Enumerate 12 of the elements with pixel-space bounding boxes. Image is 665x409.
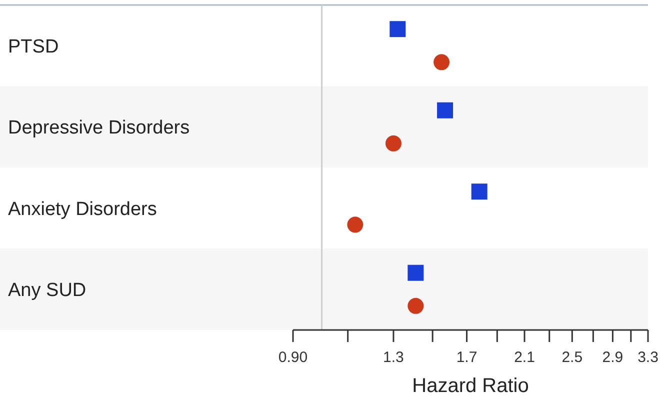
y-tick-label: Any SUD xyxy=(8,280,86,302)
y-tick-label: Depressive Disorders xyxy=(8,118,190,139)
x-tick-label: 0.90 xyxy=(278,349,308,366)
y-tick-label: Anxiety Disorders xyxy=(8,198,157,220)
x-tick-label: 1.7 xyxy=(456,349,478,366)
x-axis-title: Hazard Ratio xyxy=(412,375,529,397)
x-tick-label: 2.1 xyxy=(514,349,535,366)
y-tick-label: PTSD xyxy=(8,36,59,58)
x-tick-label: 3.3 xyxy=(638,349,658,366)
x-tick-label: 2.9 xyxy=(602,349,624,366)
x-tick-label: 1.3 xyxy=(383,349,404,366)
x-tick-label: 2.5 xyxy=(562,349,583,366)
